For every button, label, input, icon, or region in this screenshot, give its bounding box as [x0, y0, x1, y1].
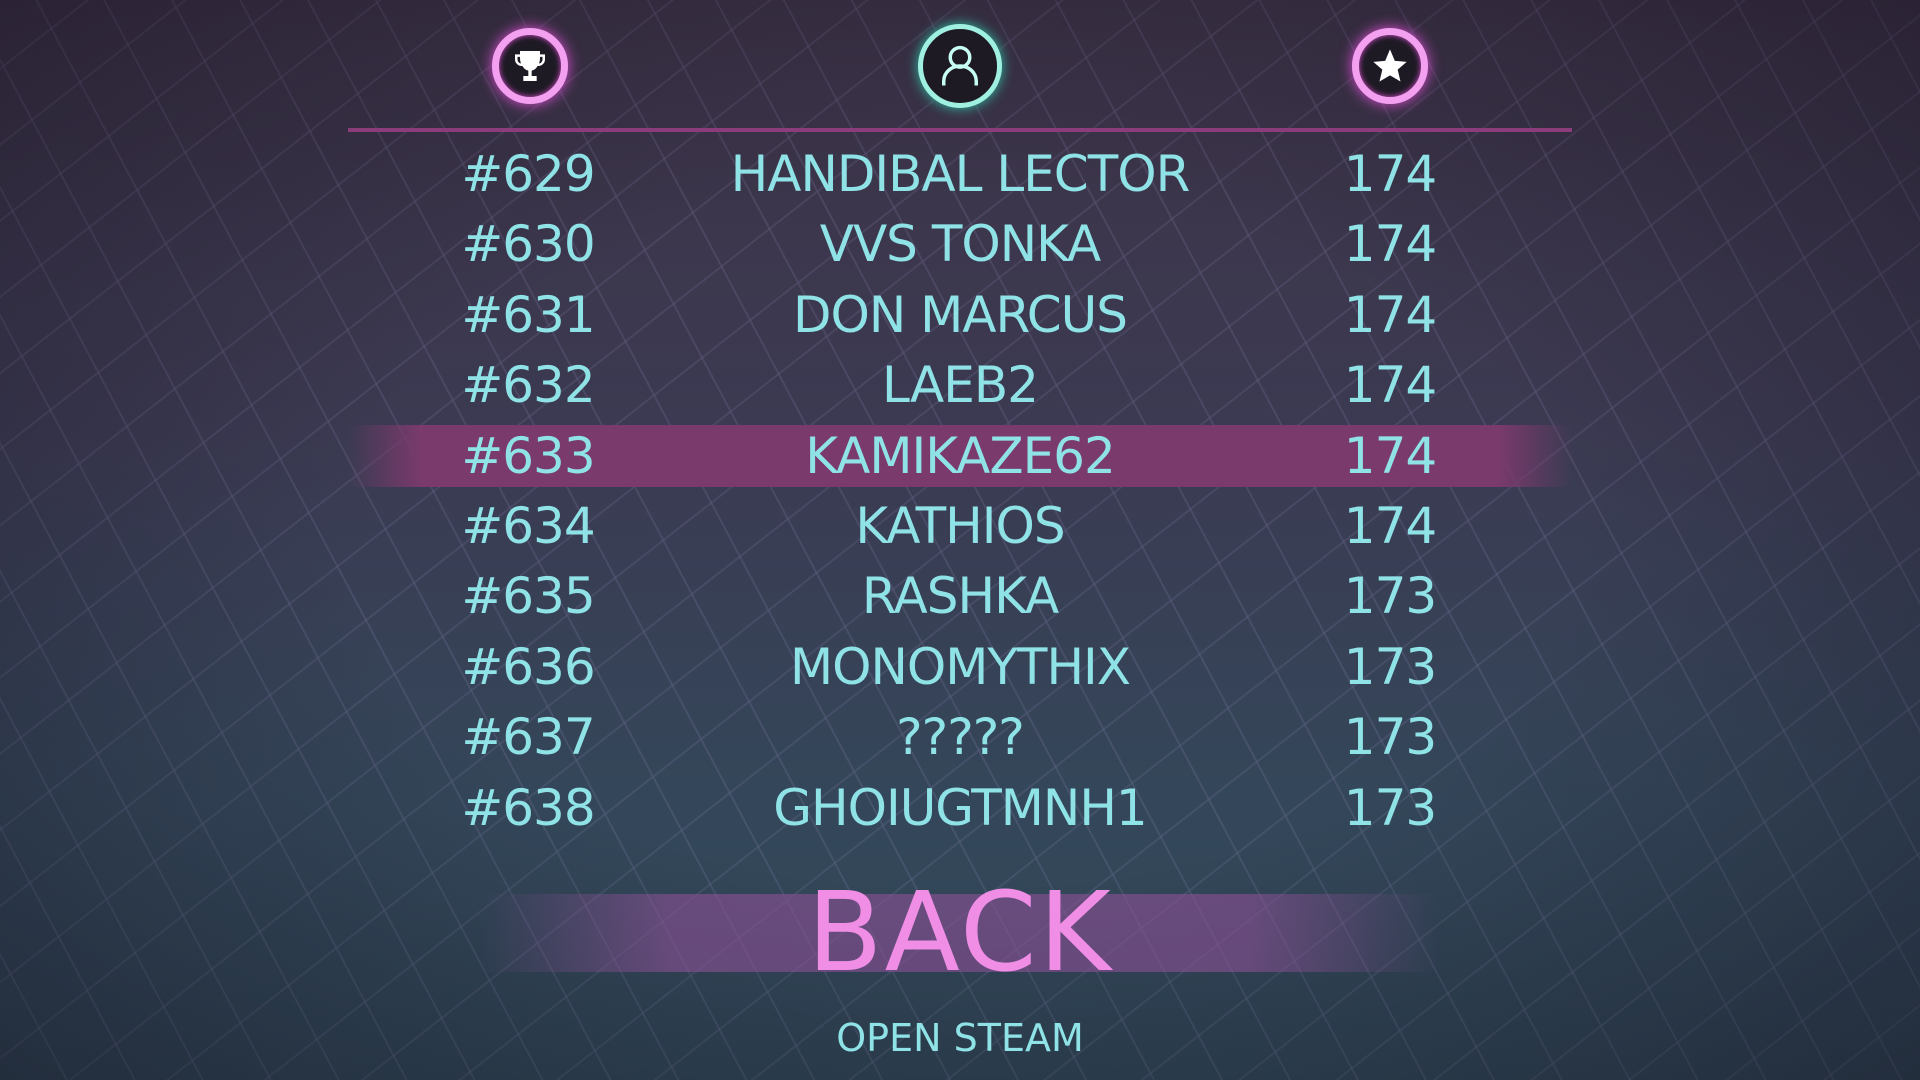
leaderboard-row: #630 VVS TONKA 174	[348, 213, 1572, 275]
score-cell: 173	[1343, 778, 1437, 837]
name-cell: RASHKA	[861, 567, 1059, 626]
score-cell: 174	[1343, 145, 1437, 203]
rank-cell: #631	[461, 285, 595, 344]
name-cell: HANDIBAL LECTOR	[730, 145, 1191, 203]
rank-cell: #636	[461, 637, 595, 696]
score-cell: 173	[1343, 708, 1437, 767]
name-cell: DON MARCUS	[793, 285, 1128, 344]
leaderboard-row: #629 HANDIBAL LECTOR 174	[348, 143, 1572, 205]
leaderboard-row: #635 RASHKA 173	[348, 565, 1572, 627]
rank-cell: #629	[461, 145, 595, 203]
leaderboard-row: #636 MONOMYTHIX 173	[348, 636, 1572, 698]
rank-cell: #632	[461, 356, 595, 415]
name-cell: VVS TONKA	[819, 215, 1101, 274]
name-cell: KATHIOS	[855, 497, 1065, 555]
leaderboard-row: #637????? 173	[348, 706, 1572, 768]
leaderboard-row: #638 GHOIUGTMNH1 173	[348, 777, 1572, 839]
header-divider	[348, 128, 1572, 132]
person-icon	[918, 24, 1002, 108]
rank-cell: #630	[461, 215, 595, 274]
name-cell: ?????	[896, 708, 1025, 767]
open-steam-button[interactable]: OPEN STEAM	[836, 1016, 1084, 1060]
name-cell: KAMIKAZE62	[805, 426, 1116, 485]
leaderboard-row: #634 KATHIOS 174	[348, 495, 1572, 557]
score-cell: 174	[1343, 497, 1437, 555]
back-button[interactable]: BACK	[807, 868, 1113, 996]
score-cell: 174	[1343, 426, 1437, 485]
star-icon	[1352, 28, 1428, 104]
rank-cell: #634	[461, 497, 595, 555]
trophy-icon	[492, 28, 568, 104]
score-cell: 173	[1343, 637, 1437, 696]
score-cell: 174	[1343, 285, 1437, 344]
score-cell: 173	[1343, 567, 1437, 626]
score-cell: 174	[1343, 215, 1437, 274]
rank-cell: #638	[461, 778, 595, 837]
name-cell: LAEB2	[882, 356, 1039, 415]
score-cell: 174	[1343, 356, 1437, 415]
leaderboard-row: #632 LAEB2 174	[348, 354, 1572, 416]
rank-cell: #635	[461, 567, 595, 626]
name-cell: GHOIUGTMNH1	[773, 778, 1147, 837]
leaderboard-row-current-player: #633 KAMIKAZE62 174	[348, 424, 1572, 487]
rank-cell: #637	[461, 708, 595, 767]
rank-cell: #633	[461, 426, 595, 485]
back-button-background	[480, 894, 1440, 972]
name-cell: MONOMYTHIX	[789, 637, 1131, 696]
leaderboard-row: #631 DON MARCUS 174	[348, 284, 1572, 346]
